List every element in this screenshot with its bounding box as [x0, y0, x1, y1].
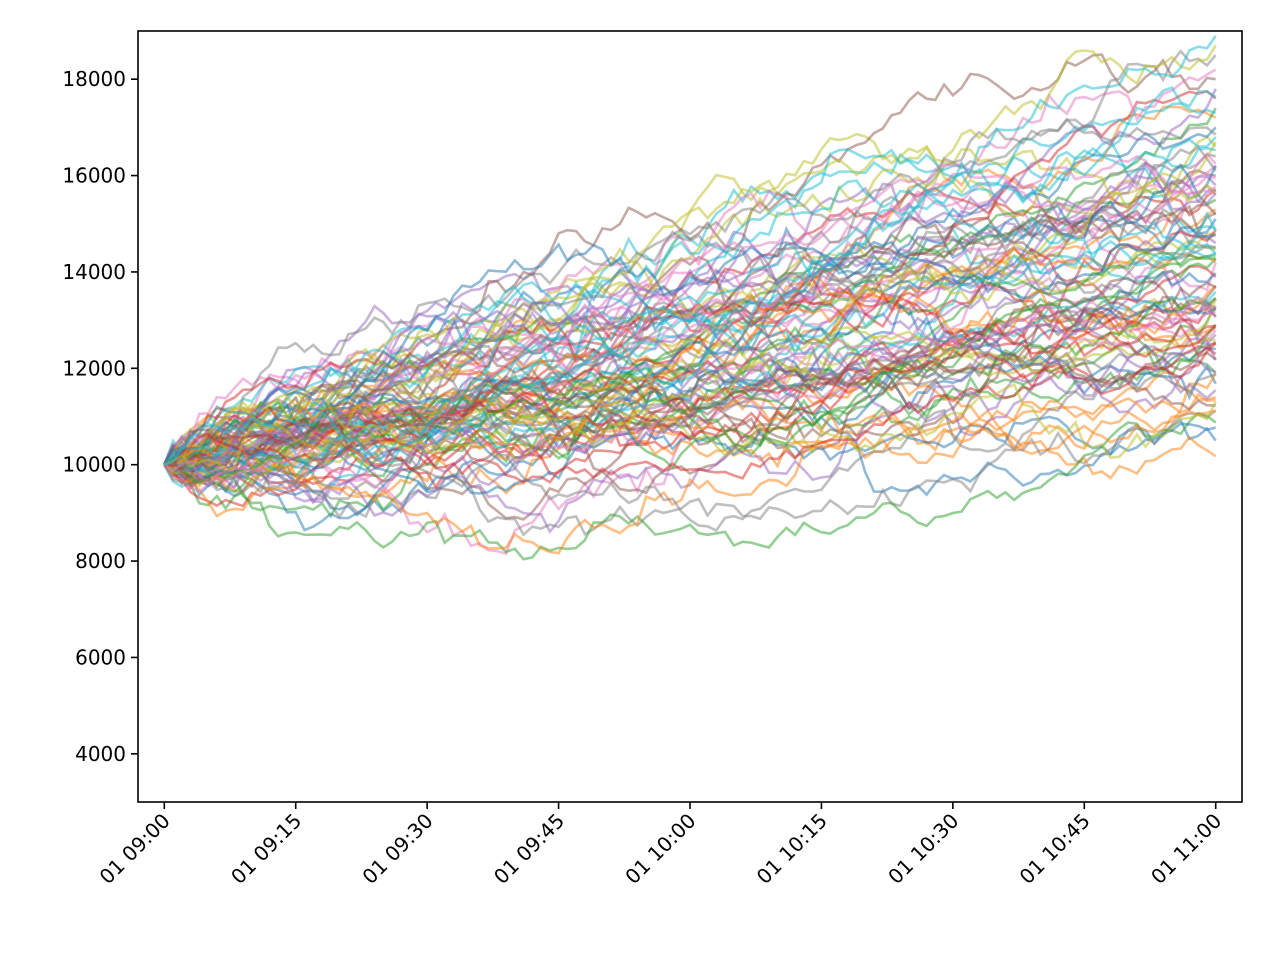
series-line — [163, 304, 1216, 494]
x-tick-label: 01 11:00 — [1146, 809, 1226, 889]
series-layer — [163, 35, 1217, 561]
x-tick-label: 01 09:00 — [95, 809, 175, 889]
series-line — [163, 190, 1217, 466]
series-line — [163, 151, 1217, 474]
series-line — [163, 241, 1217, 466]
series-line — [164, 53, 1216, 487]
series-line — [163, 276, 1217, 479]
series-line — [163, 357, 1217, 503]
x-tick-label: 01 10:45 — [1015, 809, 1095, 889]
series-line — [164, 253, 1216, 475]
y-tick-label: 18000 — [62, 67, 126, 91]
series-line — [163, 411, 1217, 561]
y-tick-label: 8000 — [75, 549, 126, 573]
series-line — [163, 351, 1217, 466]
series-line — [163, 141, 1217, 466]
series-line — [164, 409, 1217, 555]
series-line — [163, 203, 1217, 466]
x-tick-label: 01 09:15 — [226, 809, 306, 889]
y-tick-label: 16000 — [62, 164, 126, 188]
x-tick-label: 01 10:00 — [620, 809, 700, 889]
y-tick-label: 6000 — [75, 645, 126, 669]
x-tick-label: 01 09:45 — [489, 809, 569, 889]
series-line — [164, 269, 1217, 473]
x-tick-label: 01 09:30 — [357, 809, 437, 889]
series-line — [163, 174, 1217, 466]
series-line — [163, 49, 1217, 466]
series-line — [163, 86, 1217, 489]
series-line — [163, 163, 1217, 466]
x-tick-label: 01 10:30 — [883, 809, 963, 889]
series-line — [163, 264, 1217, 466]
series-line — [163, 210, 1217, 478]
series-line — [164, 342, 1217, 484]
series-line — [163, 382, 1217, 472]
y-tick-label: 10000 — [62, 453, 126, 477]
series-line — [163, 88, 1217, 466]
y-tick-label: 4000 — [75, 742, 126, 766]
x-axis: 01 09:00 01 09:15 01 09:30 01 09:45 01 10:00… — [95, 802, 1226, 889]
series-line — [164, 343, 1217, 534]
series-line — [163, 162, 1217, 493]
series-line — [163, 102, 1217, 466]
y-tick-label: 14000 — [62, 260, 126, 284]
series-line — [163, 371, 1217, 533]
y-tick-label: 12000 — [62, 356, 126, 380]
y-axis: 4000 6000 8000 10000 12000 14000 16000 18000 — [62, 67, 138, 766]
x-tick-label: 01 10:15 — [752, 809, 832, 889]
series-line — [163, 409, 1217, 537]
